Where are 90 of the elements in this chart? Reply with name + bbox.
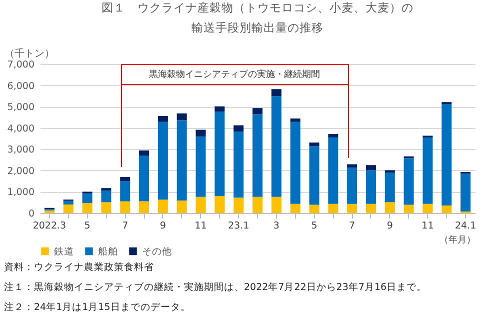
x-tick-label: 24.1 <box>454 220 476 232</box>
x-tick-label: 2022.3 <box>32 220 66 232</box>
bar <box>101 190 112 202</box>
bar <box>271 96 282 197</box>
bar <box>422 204 433 213</box>
bar <box>176 113 187 120</box>
bar <box>290 204 300 213</box>
text: 資料：ウクライナ農業政策食料省 <box>4 261 155 275</box>
bar <box>139 156 150 202</box>
bar <box>214 106 225 112</box>
bar <box>366 204 376 213</box>
y-tick-label: 6,000 <box>7 80 34 92</box>
x-tick-label: 11 <box>194 220 207 232</box>
text: 注１：黒海穀物イニシアティブの継続・実施期間は、2022年7月22日から23年7月16日まで。 <box>4 281 427 295</box>
legend-label: 船舶 <box>98 245 118 258</box>
y-tick-label: 0 <box>28 208 34 220</box>
annotation: 黒海穀物イニシアティブの実施・継続期間 <box>148 68 322 81</box>
bar <box>384 170 395 173</box>
bar <box>422 137 433 204</box>
bar <box>309 204 320 213</box>
bar <box>120 177 130 182</box>
text: 輸送手段別輸出量の推移 <box>192 20 324 34</box>
bar <box>176 120 187 200</box>
x-axis-title: （年月） <box>440 234 476 246</box>
bar <box>460 174 471 212</box>
bar <box>328 134 338 138</box>
bar <box>271 196 282 213</box>
bar <box>290 118 300 122</box>
bar <box>120 181 130 202</box>
y-tick-label: 3,000 <box>7 144 34 156</box>
bar <box>139 150 150 156</box>
bar <box>158 116 168 122</box>
x-tick-label: 23.1 <box>228 220 250 232</box>
y-tick-label: 5,000 <box>7 102 34 114</box>
bar <box>214 112 225 196</box>
bar <box>442 104 452 206</box>
x-tick-label: 9 <box>386 220 393 232</box>
bar <box>196 196 206 213</box>
bar <box>309 142 320 146</box>
bar <box>63 204 74 213</box>
y-tick-label: 4,000 <box>7 123 34 134</box>
bar <box>252 108 262 114</box>
bar <box>271 89 282 96</box>
y-tick-label: 1,000 <box>7 187 34 198</box>
bar <box>139 201 150 213</box>
bar <box>158 200 168 213</box>
bar <box>366 170 376 204</box>
bar <box>234 198 244 213</box>
bar <box>366 165 376 170</box>
bar <box>120 201 130 213</box>
x-tick-label: 9 <box>160 220 166 232</box>
bar <box>234 131 244 198</box>
text: 図１ ウクライナ産穀物（トウモロコシ、小麦、大麦）の <box>102 0 414 14</box>
bar <box>384 172 395 202</box>
x-tick-label: 3 <box>273 220 280 232</box>
y-tick-label: 7,000 <box>7 60 34 70</box>
bar <box>196 130 206 137</box>
x-tick-label: 5 <box>311 220 318 232</box>
legend-label: その他 <box>142 245 172 258</box>
bar <box>384 202 395 213</box>
bar <box>290 122 300 204</box>
bar <box>82 193 92 203</box>
bar <box>328 204 338 213</box>
bar <box>347 204 358 213</box>
text: 注２：24年1月は1月15日までのデータ。 <box>4 301 192 315</box>
bar <box>309 146 320 205</box>
bar <box>176 200 187 213</box>
bar <box>101 202 112 213</box>
bar <box>214 196 225 213</box>
y-axis-title: （千トン） <box>4 48 54 60</box>
bar <box>404 204 414 213</box>
bar <box>196 136 206 197</box>
bar <box>63 200 74 204</box>
x-tick-label: 5 <box>84 220 90 232</box>
x-tick-label: 7 <box>122 220 128 232</box>
bar <box>404 158 414 205</box>
bar <box>82 202 92 213</box>
legend-label: 鉄道 <box>54 245 74 258</box>
bar <box>158 122 168 200</box>
bar <box>234 125 244 132</box>
bar <box>252 114 262 197</box>
bar <box>328 137 338 204</box>
bar <box>347 168 358 204</box>
bar <box>101 188 112 191</box>
bar <box>44 210 54 213</box>
y-tick-label: 2,000 <box>7 166 34 177</box>
bar <box>442 206 452 213</box>
bar <box>252 196 262 213</box>
x-tick-label: 11 <box>422 220 434 232</box>
x-tick-label: 7 <box>349 220 356 232</box>
